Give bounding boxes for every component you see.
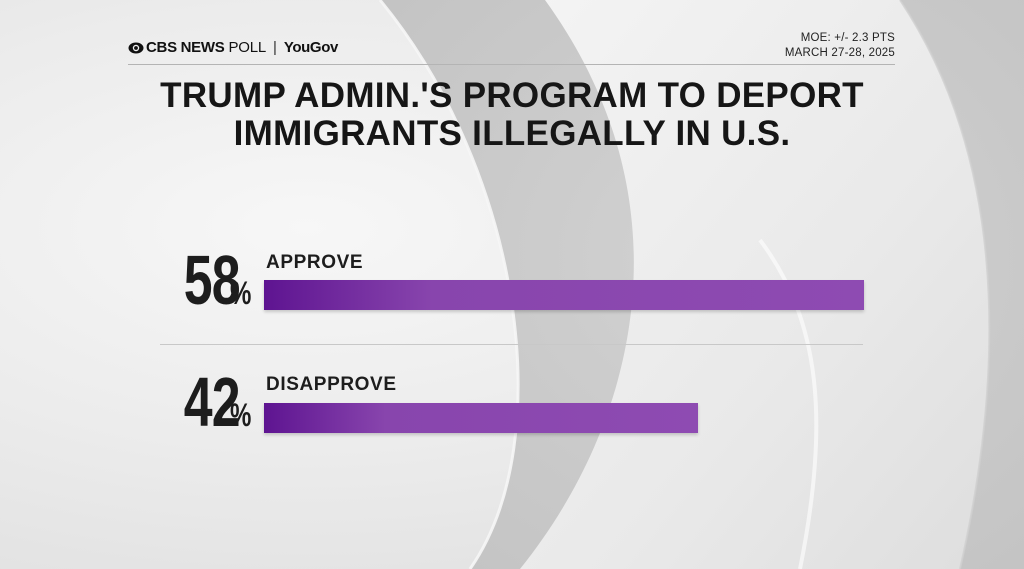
poll-header: CBS NEWS POLL | YouGov MOE: +/- 2.3 PTS … [128, 30, 895, 65]
value-label: 42% [160, 362, 258, 442]
percent-sign: % [229, 397, 251, 433]
chart-title-line-1: TRUMP ADMIN.'S PROGRAM TO DEPORT [160, 76, 864, 115]
category-label: DISAPPROVE [266, 374, 397, 395]
value-number: 58 [183, 241, 240, 319]
poll-meta: MOE: +/- 2.3 PTS MARCH 27-28, 2025 [785, 31, 895, 61]
bar-row-approve: 58% APPROVE [0, 240, 1024, 330]
row-divider [160, 344, 863, 345]
chart-title-line-2: IMMIGRANTS ILLEGALLY IN U.S. [233, 114, 791, 153]
brand-yougov: YouGov [283, 39, 338, 56]
percent-sign: % [229, 275, 251, 311]
brand-logo: CBS NEWS POLL | YouGov [128, 39, 338, 56]
brand-cbs-news: CBS NEWS [146, 39, 225, 56]
value-label: 58% [160, 240, 258, 320]
brand-poll: POLL [228, 39, 266, 56]
bar-disapprove [264, 403, 698, 433]
category-label: APPROVE [266, 252, 364, 273]
value-number: 42 [183, 363, 240, 441]
cbs-eye-icon [128, 42, 144, 53]
margin-of-error: MOE: +/- 2.3 PTS [800, 32, 895, 44]
poll-date: MARCH 27-28, 2025 [784, 47, 895, 59]
bar-approve [264, 280, 864, 310]
brand-separator: | [273, 39, 277, 56]
chart-title: TRUMP ADMIN.'S PROGRAM TO DEPORT IMMIGRA… [0, 77, 1024, 153]
bar-row-disapprove: 42% DISAPPROVE [0, 362, 1024, 452]
